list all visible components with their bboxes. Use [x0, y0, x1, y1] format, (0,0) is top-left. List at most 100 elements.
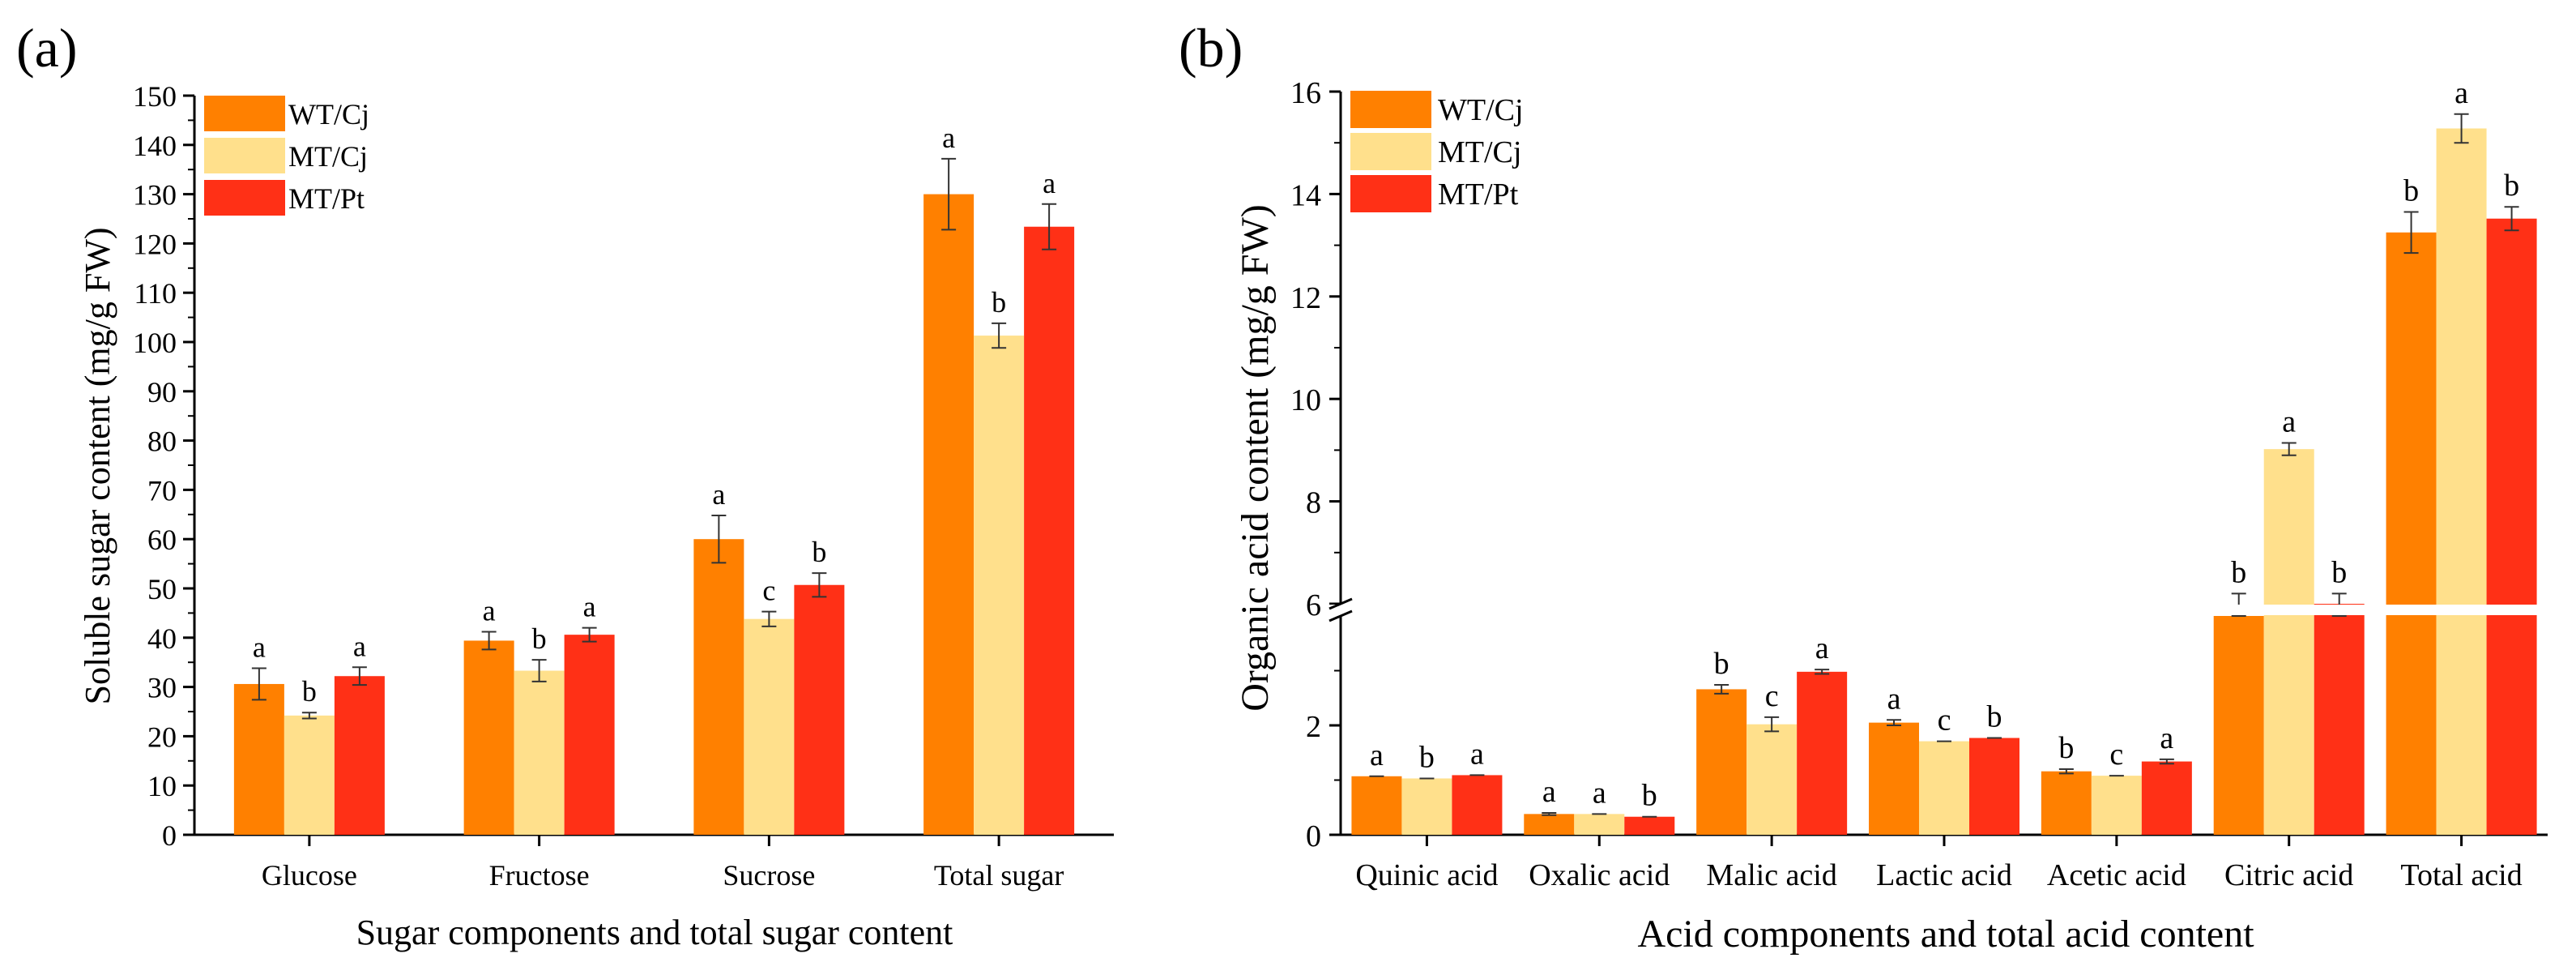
panel-a-y-tick-label: 120 [133, 228, 177, 260]
panel-b-significance-letter: b [1987, 700, 2002, 734]
panel-b-x-tick-label: Oxalic acid [1529, 858, 1670, 892]
panel-b-significance-letter: a [1815, 631, 1829, 665]
panel-b-y-tick-label: 2 [1306, 710, 1321, 744]
panel-a-y-tick-label: 140 [133, 130, 177, 162]
panel-b-bar [2436, 128, 2487, 835]
panel-b-significance-letter: a [2454, 76, 2468, 110]
panel-b-bar [1919, 741, 1969, 835]
panel-b-significance-letter: b [1642, 779, 1657, 813]
panel-b-x-tick-label: Lactic acid [1876, 858, 2012, 892]
panel-a-bar [463, 640, 514, 835]
panel-a-significance-letter: a [712, 478, 725, 511]
panel-b-significance-letter: a [2282, 405, 2296, 439]
panel-a-bar [974, 336, 1025, 835]
panel-a-x-tick-label: Total sugar [934, 859, 1064, 892]
panel-b-legend-label: MT/Pt [1438, 177, 1519, 212]
panel-a-bar [233, 683, 284, 835]
panel-b-bar [2041, 771, 2092, 835]
panel-b-legend-swatch [1350, 175, 1431, 212]
panel-b-y-tick-label: 0 [1306, 819, 1321, 853]
panel-b-x-tick-label: Quinic acid [1355, 858, 1498, 892]
panel-b-significance-letter: b [2331, 555, 2347, 589]
panel-a-x-axis-title: Sugar components and total sugar content [356, 913, 953, 952]
panel-b-x-axis-title: Acid components and total acid content [1637, 913, 2254, 956]
panel-b-significance-letter: a [1593, 776, 1606, 810]
panel-b-significance-letter: a [1542, 775, 1556, 809]
panel-b-legend-swatch [1350, 133, 1431, 170]
panel-a-significance-letter: b [532, 622, 547, 655]
panel-a-y-tick-label: 40 [147, 622, 177, 655]
panel-a-x-tick-label: Sucrose [723, 859, 815, 892]
panel-b-axis-break-gap [1324, 605, 2548, 615]
panel-b-bar [2314, 604, 2365, 835]
panel-a-bar [744, 618, 795, 835]
panel-b-significance-letter: b [1419, 740, 1435, 774]
panel-b-y-tick-label: 12 [1290, 281, 1321, 315]
panel-b-significance-letter: b [2504, 169, 2519, 203]
panel-a-y-tick-label: 10 [147, 770, 177, 802]
panel-a-legend-label: MT/Pt [288, 182, 365, 215]
panel-b-x-tick-label: Citric acid [2224, 858, 2353, 892]
panel-b-bar [1574, 814, 1625, 835]
panel-a-y-axis-title: Soluble sugar content (mg/g FW) [78, 227, 117, 704]
panel-a-x-tick-label: Fructose [489, 859, 590, 892]
panel-b-y-tick-label: 16 [1290, 76, 1321, 110]
panel-a-significance-letter: b [812, 536, 826, 568]
panel-a-y-tick-label: 30 [147, 672, 177, 704]
panel-a-bar [514, 670, 565, 835]
panel-b-x-tick-label: Acetic acid [2047, 858, 2186, 892]
panel-a-significance-letter: b [992, 286, 1006, 319]
panel-b-bar [2091, 776, 2142, 835]
panel-b-bar [2386, 232, 2437, 835]
panel-b-y-tick-label: 14 [1290, 178, 1321, 212]
panel-a-y-tick-label: 50 [147, 573, 177, 605]
panel-a-y-tick-label: 100 [133, 327, 177, 359]
panel-b-y-tick-label: 8 [1306, 486, 1321, 520]
panel-b-significance-letter: b [2231, 555, 2246, 589]
panel-b-bar [1351, 776, 1402, 835]
panel-b-bar [1401, 778, 1452, 835]
panel-b-bar [2213, 616, 2264, 835]
panel-a-legend-swatch [204, 180, 285, 216]
panel-b-axis-break-mark [1329, 597, 1353, 610]
panel-a-bar [794, 584, 845, 835]
panel-b-x-tick-label: Malic acid [1706, 858, 1836, 892]
panel-b-significance-letter: b [2403, 174, 2419, 208]
panel-a-legend-swatch [204, 96, 285, 131]
panel-a-y-tick-label: 90 [147, 376, 177, 408]
panel-a-sugar-chart: (a) Sugar components and total sugar con… [16, 17, 1114, 952]
panel-b-significance-letter: a [1887, 682, 1901, 716]
panel-a-significance-letter: a [942, 122, 955, 154]
panel-b-significance-letter: a [1470, 737, 1484, 771]
panel-b-bar [1624, 816, 1675, 835]
panel-b-bar [1746, 724, 1798, 835]
panel-b-significance-letter: b [1714, 647, 1729, 681]
panel-a-significance-letter: a [483, 595, 496, 627]
panel-a-significance-letter: a [1043, 167, 1056, 199]
panel-b-significance-letter: c [1765, 679, 1779, 713]
panel-b-y-axis-title: Organic acid content (mg/g FW) [1234, 204, 1277, 712]
panel-b-bar [1452, 775, 1503, 835]
panel-a-legend-swatch [204, 138, 285, 173]
panel-b-bar [1797, 671, 1848, 835]
panel-a-y-tick-label: 70 [147, 474, 177, 507]
panel-a-bar [564, 635, 615, 835]
panel-b-acid-chart: (b) Acid components and total acid conte… [1179, 17, 2548, 956]
panel-b-significance-letter: b [2058, 731, 2074, 765]
panel-a-y-tick-label: 20 [147, 721, 177, 753]
panel-b-label: (b) [1179, 17, 1243, 79]
panel-b-significance-letter: a [2160, 721, 2173, 755]
panel-a-significance-letter: a [353, 630, 366, 662]
panel-b-y-tick-label: 10 [1290, 383, 1321, 417]
panel-a-y-tick-label: 80 [147, 425, 177, 458]
panel-b-significance-letter: c [2109, 738, 2123, 772]
panel-a-bar [693, 539, 744, 835]
panel-a-legend-label: MT/Cj [288, 140, 368, 173]
panel-a-y-tick-label: 110 [134, 277, 177, 310]
panel-b-significance-letter: a [1370, 738, 1384, 772]
panel-a-significance-letter: c [762, 575, 775, 607]
panel-a-significance-letter: a [253, 631, 266, 663]
panel-b-significance-letter: c [1938, 703, 1951, 738]
panel-a-significance-letter: a [583, 591, 596, 623]
